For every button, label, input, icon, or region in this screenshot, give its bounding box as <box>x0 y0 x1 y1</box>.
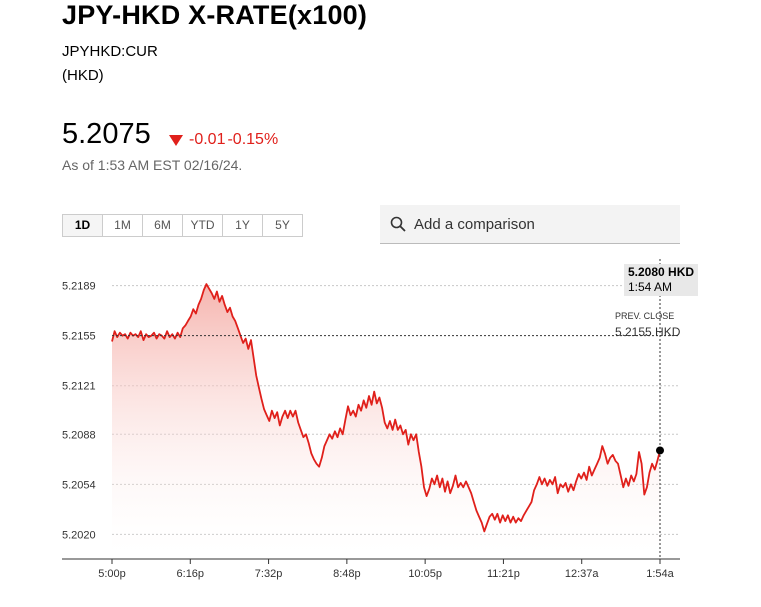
y-tick-label: 5.2020 <box>62 529 96 541</box>
time-range-selector: 1D 1M 6M YTD 1Y 5Y <box>62 214 303 237</box>
range-ytd-button[interactable]: YTD <box>183 215 223 236</box>
x-tick-label: 1:54a <box>646 568 674 580</box>
x-tick-label: 11:21p <box>487 568 520 580</box>
comparison-search[interactable] <box>380 205 680 244</box>
price-chart: 5.2189 5.2155 5.2121 5.2088 5.2054 5.2020 5:0… <box>62 259 680 580</box>
change-value: -0.01 <box>189 131 226 148</box>
price-area <box>112 284 660 559</box>
price-line <box>111 283 661 533</box>
timestamp: As of 1:53 AM EST 02/16/24. <box>62 157 243 173</box>
x-tick-label: 5:00p <box>98 568 126 580</box>
x-axis-labels: 5:00p 6:16p 7:32p 8:48p 10:05p 11:21p 12:37a 1:… <box>98 568 674 580</box>
x-tick-label: 10:05p <box>408 568 442 580</box>
last-point-marker <box>656 446 664 455</box>
y-tick-label: 5.2121 <box>62 381 96 393</box>
down-arrow-icon <box>169 134 183 146</box>
y-tick-label: 5.2189 <box>62 281 96 293</box>
comparison-input[interactable] <box>412 214 666 234</box>
change-percent: -0.15% <box>227 131 279 148</box>
y-axis-labels: 5.2189 5.2155 5.2121 5.2088 5.2054 5.2020 <box>62 281 96 542</box>
y-tick-label: 5.2088 <box>62 429 96 441</box>
x-axis-ticks <box>111 559 661 564</box>
price-change: -0.01 -0.15% <box>169 131 278 149</box>
ticker-symbol: JPYHKD:CUR <box>62 43 158 60</box>
range-5y-button[interactable]: 5Y <box>263 215 302 236</box>
prev-close-label: PREV. CLOSE <box>615 311 675 321</box>
tooltip-time: 1:54 AM <box>628 280 673 294</box>
x-tick-label: 7:32p <box>255 568 283 580</box>
tooltip-value: 5.2080 HKD <box>628 265 695 279</box>
range-1d-button[interactable]: 1D <box>63 215 103 236</box>
search-icon <box>390 216 406 232</box>
x-tick-label: 6:16p <box>177 568 205 580</box>
range-1y-button[interactable]: 1Y <box>223 215 263 236</box>
currency-label: (HKD) <box>62 67 104 84</box>
range-1m-button[interactable]: 1M <box>103 215 143 236</box>
y-tick-label: 5.2155 <box>62 331 96 343</box>
x-tick-label: 8:48p <box>333 568 361 580</box>
prev-close-annotation: PREV. CLOSE 5.2155 HKD <box>615 311 680 339</box>
page-title: JPY-HKD X-RATE(x100) <box>62 0 368 30</box>
crosshair-tooltip: 5.2080 HKD 1:54 AM <box>624 264 699 296</box>
prev-close-value: 5.2155 HKD <box>615 325 681 339</box>
last-price: 5.2075 <box>62 118 151 150</box>
range-6m-button[interactable]: 6M <box>143 215 183 236</box>
y-tick-label: 5.2054 <box>62 479 96 491</box>
x-tick-label: 12:37a <box>565 568 600 580</box>
